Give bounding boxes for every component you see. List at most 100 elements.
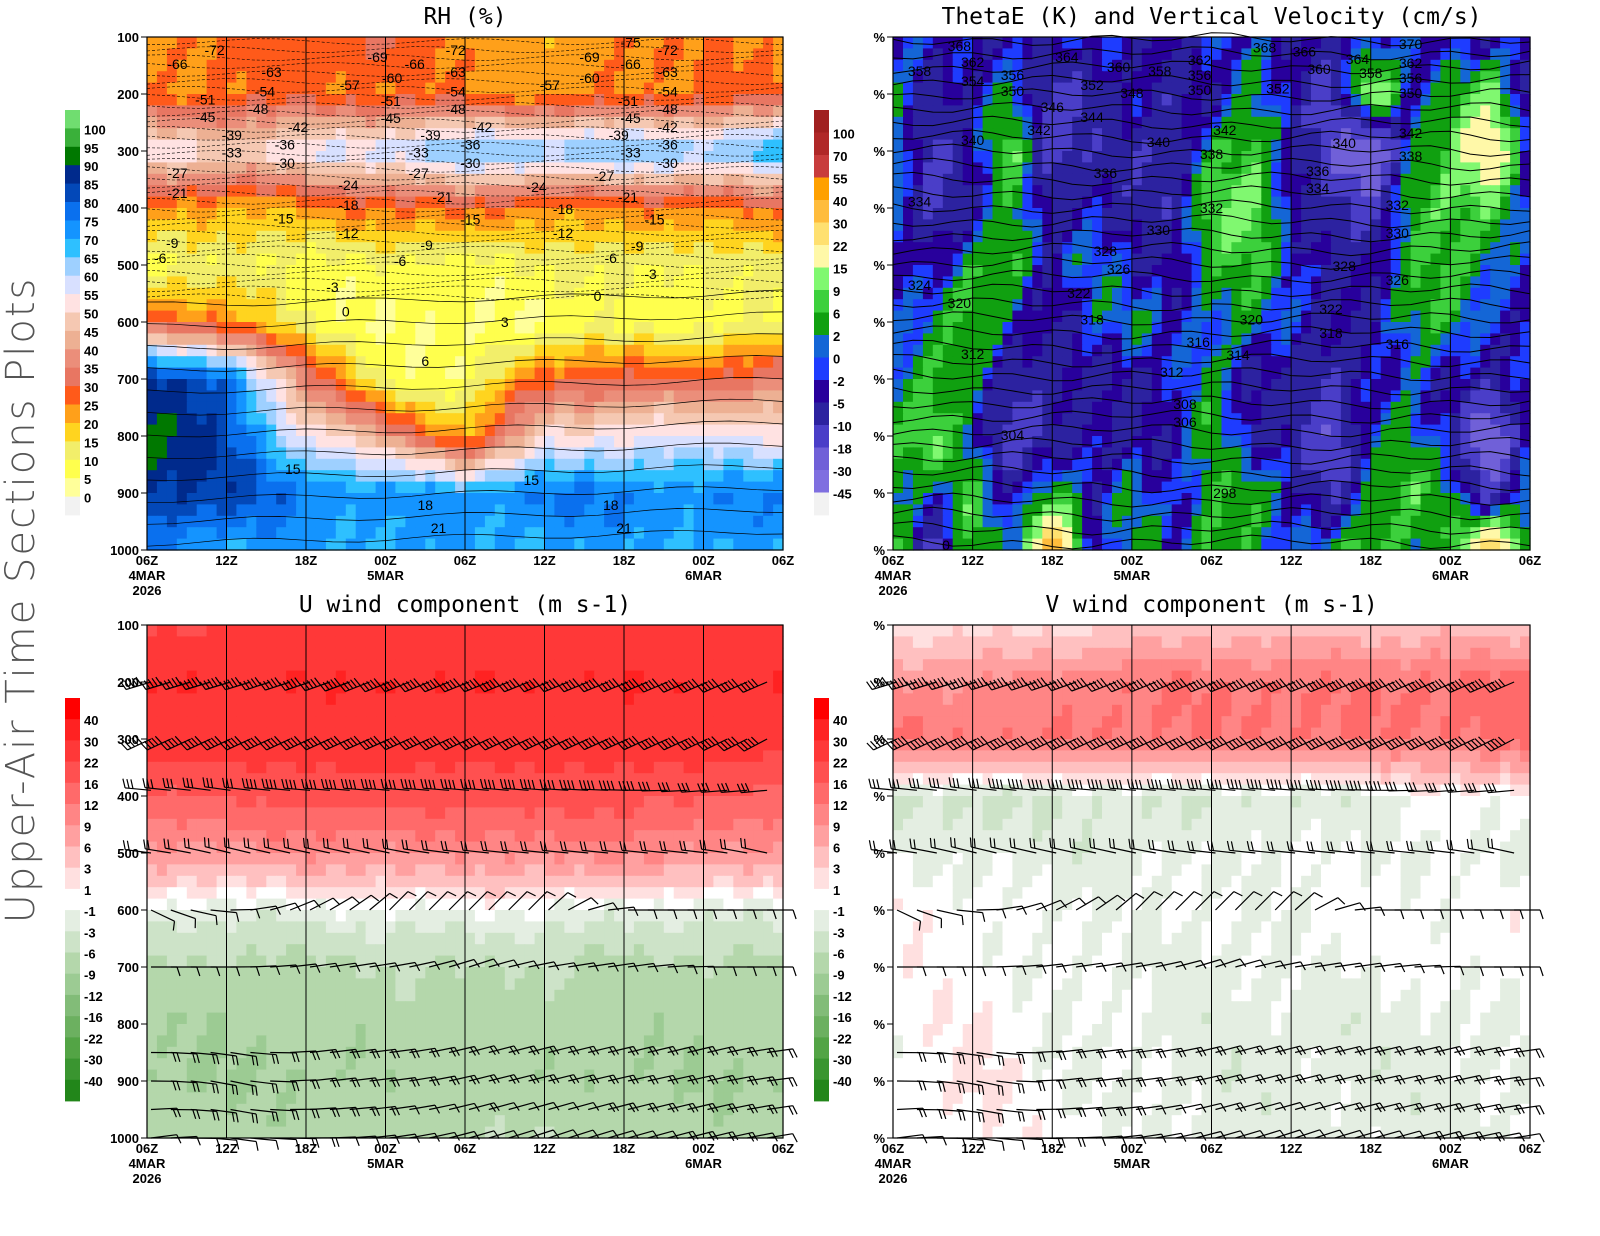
- contour-cell: [196, 458, 208, 471]
- contour-cell: [375, 390, 387, 403]
- contour-cell: [1420, 219, 1432, 232]
- contour-cell: [246, 310, 257, 323]
- contour-cell: [614, 242, 625, 255]
- contour-cell: [504, 59, 516, 72]
- contour-cell: [673, 367, 685, 380]
- contour-cell: [465, 116, 476, 129]
- contour-cell: [673, 287, 685, 300]
- contour-cell: [1500, 151, 1511, 163]
- contour-cell: [494, 515, 506, 528]
- contour-cell: [176, 265, 188, 277]
- contour-cell: [564, 94, 575, 106]
- contour-cell: [206, 208, 218, 220]
- contour-cell: [1002, 253, 1014, 266]
- contour-cell: [683, 128, 695, 141]
- contour-cell: [1380, 105, 1392, 118]
- contour-cell: [345, 333, 357, 346]
- contour-cell: [1121, 299, 1133, 312]
- contour-cell: [147, 94, 158, 106]
- contour-cell: [1032, 276, 1043, 289]
- contour-cell: [514, 48, 526, 61]
- contour-cell: [663, 82, 675, 95]
- contour-cell: [1141, 253, 1153, 266]
- contour-cell: [1211, 310, 1223, 323]
- contour-cell: [773, 333, 784, 346]
- contour-cell: [246, 128, 257, 141]
- contour-cell: [1360, 310, 1372, 323]
- contour-cell: [186, 219, 198, 232]
- contour-cell: [484, 173, 496, 186]
- contour-label: -54: [446, 84, 466, 100]
- contour-cell: [1072, 37, 1083, 49]
- contour-cell: [733, 151, 744, 163]
- contour-cell: [584, 538, 595, 551]
- contour-cell: [614, 139, 625, 152]
- contour-cell: [176, 48, 188, 61]
- contour-cell: [1390, 265, 1402, 277]
- contour-cell: [893, 242, 904, 255]
- contour-cell: [455, 105, 466, 118]
- contour-cell: [306, 139, 317, 152]
- contour-cell: [574, 356, 585, 369]
- contour-cell: [594, 390, 605, 403]
- contour-cell: [564, 367, 575, 380]
- contour-cell: [296, 515, 307, 528]
- contour-cell: [1161, 116, 1173, 129]
- contour-cell: [405, 424, 416, 437]
- contour-cell: [206, 82, 218, 95]
- contour-cell: [1032, 219, 1043, 232]
- contour-cell: [713, 230, 724, 243]
- contour-cell: [972, 253, 984, 266]
- contour-cell: [653, 230, 665, 243]
- contour-cell: [196, 128, 208, 141]
- contour-cell: [1281, 299, 1292, 312]
- contour-cell: [504, 185, 516, 198]
- contour-cell: [1102, 276, 1113, 289]
- contour-cell: [1380, 242, 1392, 255]
- contour-cell: [276, 538, 287, 551]
- contour-cell: [1161, 59, 1173, 72]
- contour-cell: [166, 299, 178, 312]
- contour-cell: [355, 504, 367, 517]
- contour-cell: [723, 436, 734, 448]
- contour-cell: [1052, 162, 1063, 175]
- contour-cell: [156, 299, 168, 312]
- contour-cell: [1161, 94, 1173, 106]
- contour-label: -66: [405, 56, 425, 72]
- contour-cell: [156, 287, 168, 300]
- contour-cell: [425, 185, 436, 198]
- contour-cell: [355, 71, 367, 84]
- contour-cell: [1042, 59, 1053, 72]
- contour-cell: [246, 515, 257, 528]
- contour-cell: [206, 128, 218, 141]
- contour-cell: [1221, 219, 1233, 232]
- contour-cell: [375, 458, 387, 471]
- contour-label: -36: [460, 137, 480, 153]
- contour-cell: [256, 128, 267, 141]
- contour-cell: [584, 242, 595, 255]
- contour-cell: [345, 344, 357, 357]
- contour-cell: [345, 390, 357, 403]
- contour-cell: [306, 470, 317, 483]
- contour-cell: [1121, 276, 1133, 289]
- contour-line: [146, 237, 784, 245]
- contour-cell: [395, 390, 406, 403]
- contour-cell: [604, 276, 615, 289]
- contour-cell: [1520, 287, 1531, 300]
- contour-cell: [574, 185, 585, 198]
- contour-cell: [683, 162, 695, 175]
- contour-cell: [544, 299, 555, 312]
- contour-cell: [186, 447, 198, 460]
- contour-cell: [1410, 333, 1422, 346]
- contour-cell: [455, 173, 466, 186]
- contour-cell: [594, 185, 605, 198]
- contour-cell: [1131, 299, 1143, 312]
- contour-cell: [1520, 242, 1531, 255]
- contour-cell: [1350, 265, 1362, 277]
- contour-cell: [514, 344, 526, 357]
- contour-cell: [1340, 82, 1352, 95]
- contour-cell: [743, 173, 754, 186]
- contour-cell: [1460, 59, 1471, 72]
- contour-cell: [236, 196, 247, 209]
- contour-cell: [1450, 162, 1461, 175]
